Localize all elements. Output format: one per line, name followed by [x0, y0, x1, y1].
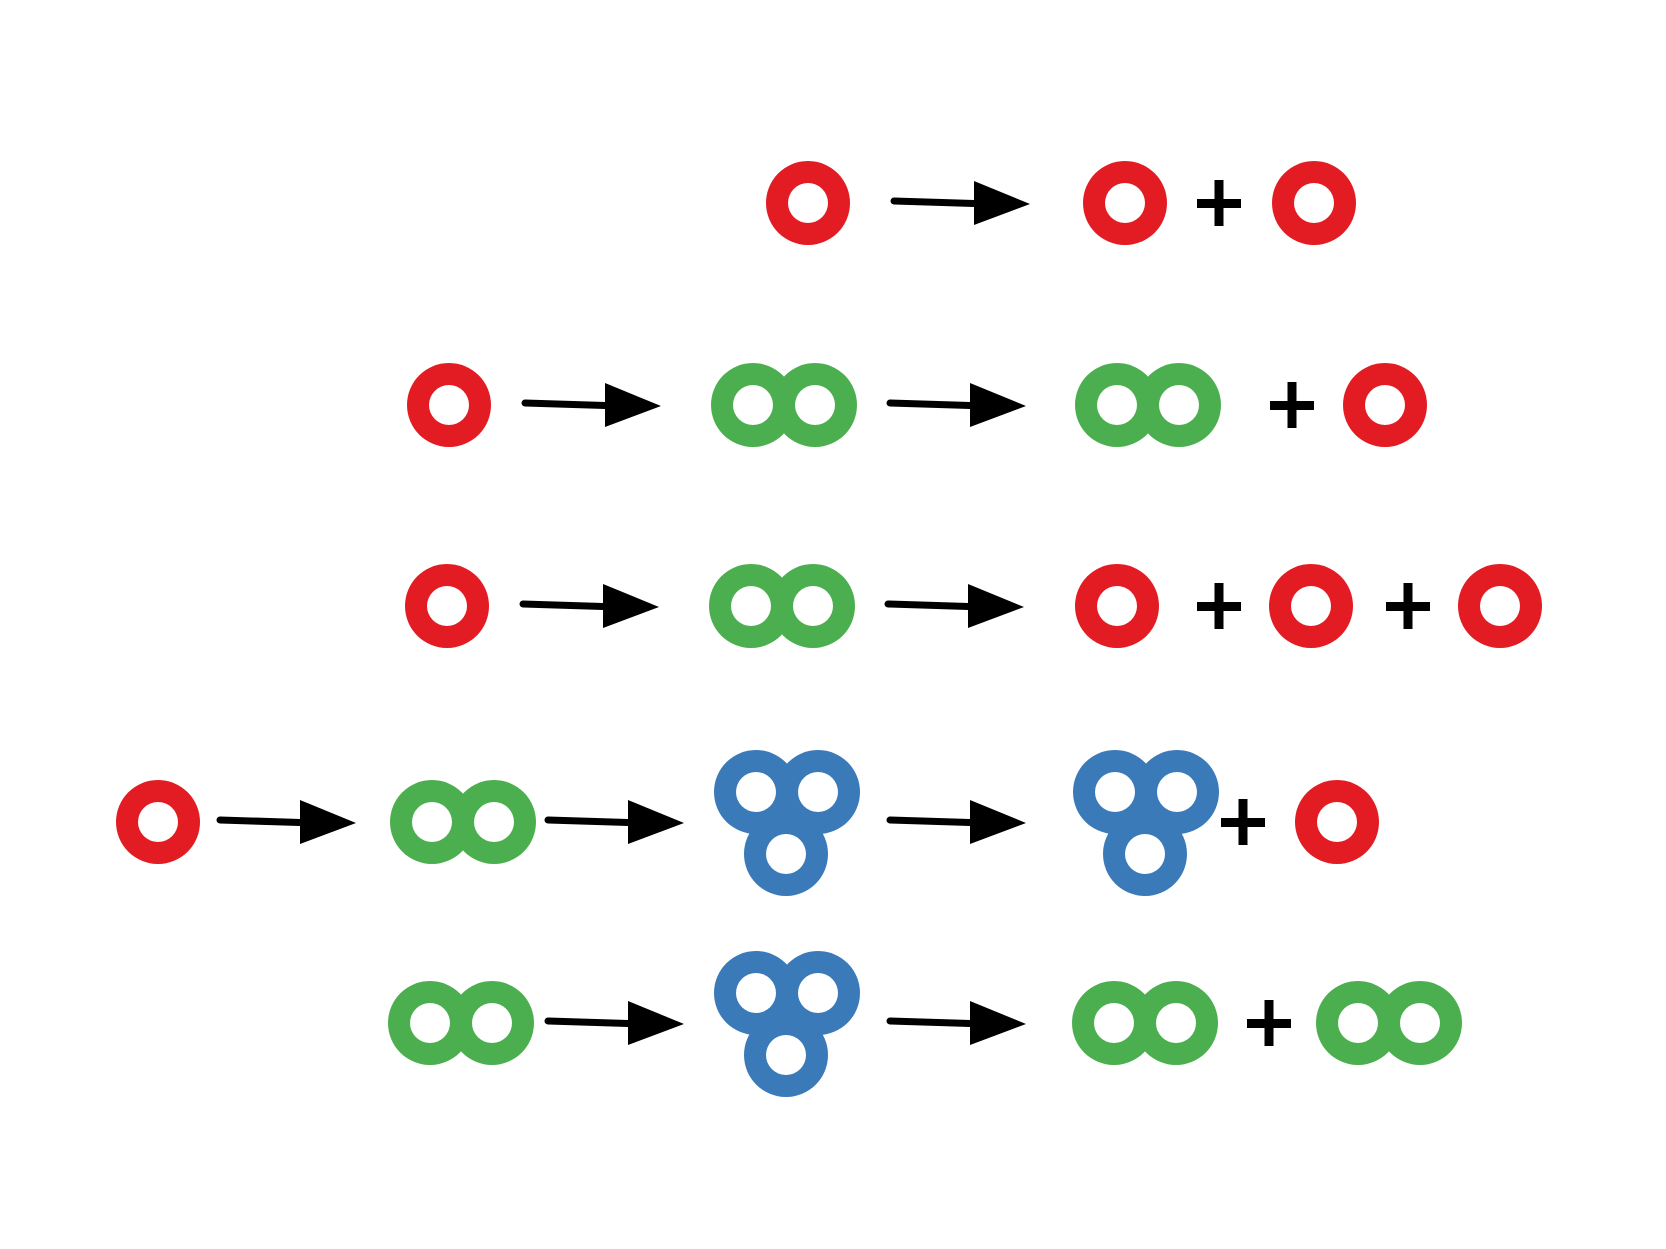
reaction-row-4 — [116, 750, 1379, 896]
double-molecule — [1316, 981, 1462, 1065]
triple-molecule — [1073, 750, 1219, 896]
plus-icon — [1197, 180, 1241, 226]
double-molecule — [709, 564, 855, 648]
reaction-row-3 — [405, 564, 1542, 648]
reaction-arrow-icon — [886, 1001, 1026, 1045]
reaction-arrow-icon — [521, 383, 661, 427]
plus-icon — [1197, 583, 1241, 629]
single-molecule — [116, 780, 200, 864]
reaction-arrow-icon — [519, 584, 659, 628]
reaction-arrow-icon — [544, 800, 684, 844]
single-molecule — [1343, 363, 1427, 447]
single-molecule — [405, 564, 489, 648]
reaction-arrow-icon — [216, 800, 356, 844]
reaction-arrow-icon — [886, 800, 1026, 844]
triple-molecule — [714, 750, 860, 896]
double-molecule — [388, 981, 534, 1065]
single-molecule — [1295, 780, 1379, 864]
double-molecule — [390, 780, 536, 864]
single-molecule — [1269, 564, 1353, 648]
triple-molecule — [714, 951, 860, 1097]
plus-icon — [1386, 583, 1430, 629]
reaction-row-2 — [407, 363, 1427, 447]
single-molecule — [1458, 564, 1542, 648]
double-molecule — [711, 363, 857, 447]
reaction-arrow-icon — [886, 383, 1026, 427]
plus-icon — [1270, 382, 1314, 428]
single-molecule — [407, 363, 491, 447]
reaction-arrow-icon — [890, 181, 1030, 225]
reaction-row-5 — [388, 951, 1462, 1097]
single-molecule — [1075, 564, 1159, 648]
reaction-row-1 — [766, 161, 1356, 245]
double-molecule — [1075, 363, 1221, 447]
double-molecule — [1072, 981, 1218, 1065]
single-molecule — [766, 161, 850, 245]
single-molecule — [1272, 161, 1356, 245]
reaction-arrow-icon — [884, 584, 1024, 628]
reaction-arrow-icon — [544, 1001, 684, 1045]
plus-icon — [1247, 1000, 1291, 1046]
single-molecule — [1083, 161, 1167, 245]
plus-icon — [1221, 799, 1265, 845]
